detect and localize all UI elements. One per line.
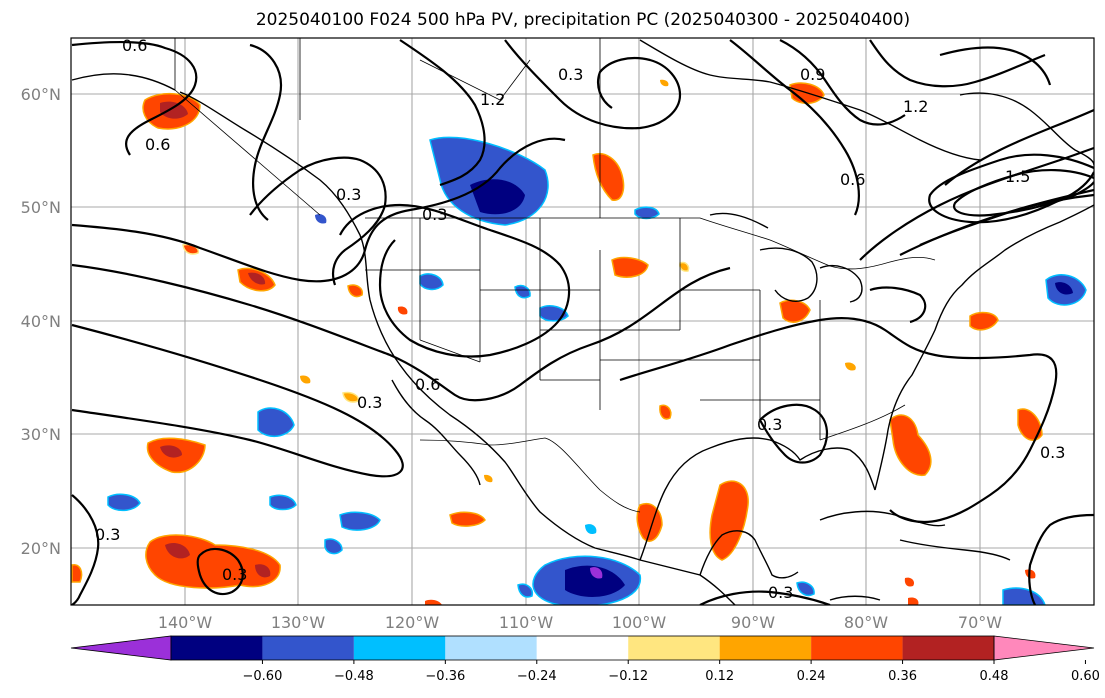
lon-label: 130°W <box>271 613 326 632</box>
colorbar-tick-label: −0.12 <box>608 669 648 684</box>
colorbar-tick-label: 0.60 <box>1071 669 1100 684</box>
latitude-labels: 60°N 50°N 40°N 30°N 20°N <box>21 85 61 558</box>
figure-title: 2025040100 F024 500 hPa PV, precipitatio… <box>256 10 910 30</box>
lon-label: 70°W <box>958 613 1002 632</box>
colorbar-tick-label: −0.60 <box>243 669 283 684</box>
contour-label: 0.3 <box>222 565 247 584</box>
contour-label: 0.6 <box>145 135 170 154</box>
contour-label: 1.2 <box>480 90 505 109</box>
lat-label: 40°N <box>21 312 61 331</box>
lon-label: 110°W <box>499 613 554 632</box>
pv-contours <box>71 39 1094 605</box>
colorbar-segment <box>811 636 903 660</box>
colorbar-tick-label: 0.36 <box>888 669 917 684</box>
colorbar-tick-label: 0.48 <box>980 669 1009 684</box>
colorbar-ticks: −0.60 −0.48 −0.36 −0.24 −0.12 0.12 0.24 0.36 0.4… <box>243 660 1100 684</box>
colorbar-segment <box>902 636 994 660</box>
colorbar-tick-label: −0.24 <box>517 669 557 684</box>
colorbar-segment <box>171 636 263 660</box>
lat-label: 30°N <box>21 425 61 444</box>
contour-labels: 0.6 0.6 0.3 1.2 0.9 1.2 1.5 0.3 0.3 0.6 … <box>95 36 1065 602</box>
contour-label: 0.3 <box>768 583 793 602</box>
colorbar-segment <box>353 636 446 660</box>
contour-label: 1.2 <box>903 97 928 116</box>
contour-label: 0.3 <box>757 415 782 434</box>
colorbar-extend-high <box>993 635 1095 661</box>
colorbar-segment <box>262 636 354 660</box>
lon-label: 120°W <box>385 613 440 632</box>
contour-label: 0.3 <box>95 525 120 544</box>
map-frame <box>70 37 1095 606</box>
colorbar: −0.60 −0.48 −0.36 −0.24 −0.12 0.12 0.24 0.36 0.4… <box>70 635 1100 684</box>
lat-label: 60°N <box>21 85 61 104</box>
colorbar-segment <box>719 636 812 660</box>
contour-label: 0.3 <box>357 393 382 412</box>
colorbar-segment <box>445 636 537 660</box>
lat-label: 50°N <box>21 198 61 217</box>
lon-label: 90°W <box>731 613 775 632</box>
colorbar-tick-label: 0.12 <box>705 669 734 684</box>
contour-label: 0.3 <box>558 65 583 84</box>
colorbar-segment <box>536 636 629 660</box>
contour-label: 1.5 <box>1005 167 1030 186</box>
contour-label: 0.3 <box>422 205 447 224</box>
lat-label: 20°N <box>21 539 61 558</box>
colorbar-tick-label: 0.24 <box>797 669 826 684</box>
colorbar-extend-low <box>70 635 172 661</box>
contour-label: 0.9 <box>800 65 825 84</box>
longitude-labels: 140°W 130°W 120°W 110°W 100°W 90°W 80°W … <box>158 613 1002 632</box>
colorbar-segments <box>70 635 1095 661</box>
lon-label: 140°W <box>158 613 213 632</box>
contour-label: 0.6 <box>122 36 147 55</box>
contour-label: 0.3 <box>336 185 361 204</box>
contour-label: 0.6 <box>840 170 865 189</box>
contour-label: 0.6 <box>415 375 440 394</box>
lon-label: 100°W <box>612 613 667 632</box>
precip-negative-shading <box>107 136 1087 605</box>
lon-label: 80°W <box>844 613 888 632</box>
colorbar-segment <box>628 636 720 660</box>
colorbar-tick-label: −0.36 <box>425 669 465 684</box>
political-borders <box>174 38 936 513</box>
colorbar-frame <box>170 635 995 661</box>
contour-label: 0.3 <box>1040 443 1065 462</box>
coastlines <box>71 39 1094 605</box>
precip-positive-shading <box>71 79 1043 605</box>
colorbar-tick-label: −0.48 <box>334 669 374 684</box>
